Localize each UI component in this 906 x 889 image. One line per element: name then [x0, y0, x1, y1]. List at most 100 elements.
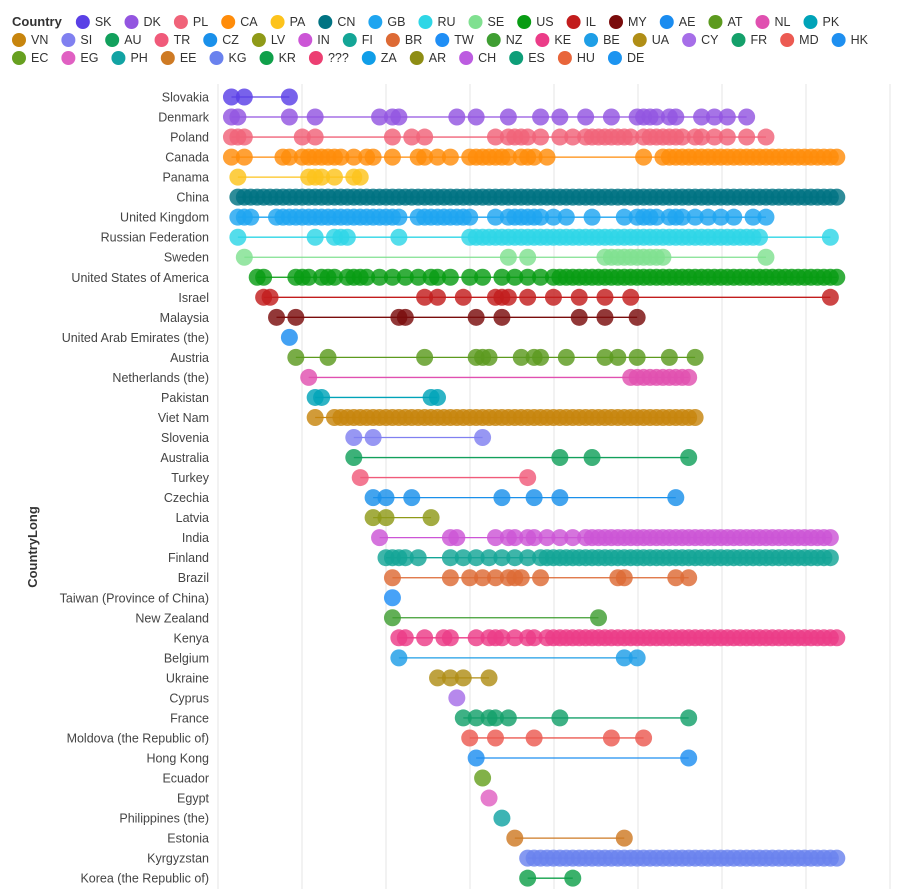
- data-point[interactable]: [235, 148, 253, 166]
- legend-item-in[interactable]: IN: [298, 33, 330, 47]
- data-point[interactable]: [242, 208, 260, 226]
- data-point[interactable]: [525, 729, 543, 747]
- data-point[interactable]: [532, 348, 550, 366]
- data-point[interactable]: [596, 288, 614, 306]
- legend-item-xxx[interactable]: ???: [308, 51, 349, 65]
- data-point[interactable]: [532, 128, 550, 146]
- data-point[interactable]: [486, 128, 504, 146]
- data-point[interactable]: [467, 308, 485, 326]
- data-point[interactable]: [828, 629, 846, 647]
- data-point[interactable]: [686, 348, 704, 366]
- data-point[interactable]: [570, 308, 588, 326]
- data-point[interactable]: [667, 569, 685, 587]
- data-point[interactable]: [693, 108, 711, 126]
- data-point[interactable]: [493, 629, 511, 647]
- data-point[interactable]: [390, 649, 408, 667]
- data-point[interactable]: [506, 629, 524, 647]
- data-point[interactable]: [680, 449, 698, 467]
- legend-item-cn[interactable]: CN: [318, 15, 355, 29]
- data-point[interactable]: [564, 869, 582, 887]
- data-point[interactable]: [454, 549, 472, 567]
- legend-item-br[interactable]: BR: [385, 33, 422, 47]
- data-point[interactable]: [325, 168, 343, 186]
- data-point[interactable]: [364, 429, 382, 447]
- data-point[interactable]: [551, 449, 569, 467]
- data-point[interactable]: [461, 208, 479, 226]
- data-point[interactable]: [486, 729, 504, 747]
- legend-item-ch[interactable]: CH: [459, 51, 496, 65]
- legend-item-ar[interactable]: AR: [409, 51, 446, 65]
- data-point[interactable]: [306, 408, 324, 426]
- legend-item-za[interactable]: ZA: [361, 51, 398, 65]
- data-point[interactable]: [705, 108, 723, 126]
- data-point[interactable]: [486, 208, 504, 226]
- data-point[interactable]: [461, 268, 479, 286]
- data-point[interactable]: [229, 168, 247, 186]
- data-point[interactable]: [345, 148, 363, 166]
- data-point[interactable]: [338, 228, 356, 246]
- data-point[interactable]: [461, 569, 479, 587]
- legend-item-si[interactable]: SI: [61, 33, 92, 47]
- data-point[interactable]: [544, 288, 562, 306]
- data-point[interactable]: [660, 348, 678, 366]
- data-point[interactable]: [693, 128, 711, 146]
- data-point[interactable]: [686, 208, 704, 226]
- data-point[interactable]: [506, 829, 524, 847]
- data-point[interactable]: [396, 268, 414, 286]
- data-point[interactable]: [429, 288, 447, 306]
- data-point[interactable]: [828, 849, 846, 867]
- data-point[interactable]: [628, 308, 646, 326]
- legend-item-ph[interactable]: PH: [111, 51, 148, 65]
- data-point[interactable]: [441, 629, 459, 647]
- data-point[interactable]: [538, 148, 556, 166]
- data-point[interactable]: [519, 268, 537, 286]
- legend-item-fr[interactable]: FR: [731, 33, 768, 47]
- legend-item-nz[interactable]: NZ: [486, 33, 523, 47]
- legend-item-cz[interactable]: CZ: [203, 33, 239, 47]
- data-point[interactable]: [441, 148, 459, 166]
- data-point[interactable]: [480, 348, 498, 366]
- data-point[interactable]: [519, 288, 537, 306]
- data-point[interactable]: [738, 108, 756, 126]
- data-point[interactable]: [390, 208, 408, 226]
- data-point[interactable]: [564, 128, 582, 146]
- data-point[interactable]: [332, 148, 350, 166]
- data-point[interactable]: [499, 108, 517, 126]
- legend-item-sk[interactable]: SK: [75, 15, 112, 29]
- data-point[interactable]: [493, 308, 511, 326]
- data-point[interactable]: [416, 348, 434, 366]
- data-point[interactable]: [493, 809, 511, 827]
- data-point[interactable]: [493, 549, 511, 567]
- data-point[interactable]: [371, 108, 389, 126]
- data-point[interactable]: [383, 589, 401, 607]
- data-point[interactable]: [261, 288, 279, 306]
- data-point[interactable]: [429, 268, 447, 286]
- data-point[interactable]: [525, 629, 543, 647]
- data-point[interactable]: [371, 529, 389, 547]
- data-point[interactable]: [454, 709, 472, 727]
- data-point[interactable]: [673, 128, 691, 146]
- data-point[interactable]: [525, 148, 543, 166]
- data-point[interactable]: [409, 268, 427, 286]
- data-point[interactable]: [628, 649, 646, 667]
- data-point[interactable]: [364, 148, 382, 166]
- data-point[interactable]: [235, 248, 253, 266]
- data-point[interactable]: [622, 128, 640, 146]
- data-point[interactable]: [255, 268, 273, 286]
- data-point[interactable]: [493, 268, 511, 286]
- data-point[interactable]: [371, 268, 389, 286]
- legend-item-au[interactable]: AU: [105, 33, 142, 47]
- data-point[interactable]: [699, 208, 717, 226]
- legend-item-tw[interactable]: TW: [435, 33, 474, 47]
- data-point[interactable]: [512, 348, 530, 366]
- data-point[interactable]: [538, 529, 556, 547]
- data-point[interactable]: [525, 489, 543, 507]
- data-point[interactable]: [557, 348, 575, 366]
- data-point[interactable]: [532, 569, 550, 587]
- data-point[interactable]: [583, 208, 601, 226]
- data-point[interactable]: [383, 128, 401, 146]
- data-point[interactable]: [364, 489, 382, 507]
- data-point[interactable]: [635, 729, 653, 747]
- data-point[interactable]: [647, 108, 665, 126]
- data-point[interactable]: [751, 228, 769, 246]
